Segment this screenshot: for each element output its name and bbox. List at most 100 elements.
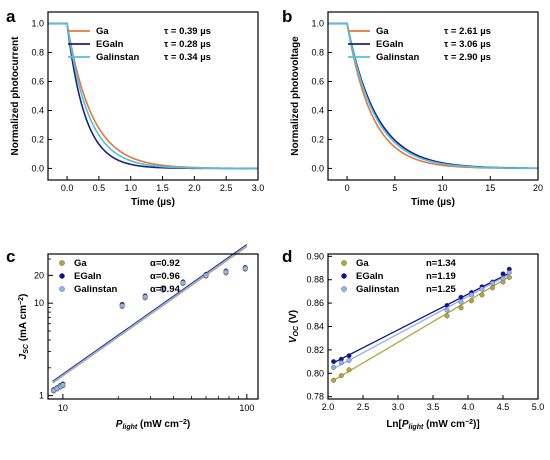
- y-tick-label: 1: [39, 391, 44, 401]
- x-axis-label: Time (µs): [131, 197, 175, 208]
- y-tick-label: 0.4: [31, 105, 44, 115]
- y-tick-label: 0.8: [31, 48, 44, 58]
- data-point-galinstan: [223, 269, 229, 275]
- y-tick-label: 0.8: [311, 48, 324, 58]
- x-tick-label: 4.5: [497, 402, 510, 412]
- y-axis-label: Normalized photocurrent: [10, 36, 21, 156]
- label-part: (mW cm: [423, 419, 465, 430]
- panel-d: d 2.0 2.5 3.0 3.5 4.0 4.5 5.0 0.78 0.80 0.82 0.84 0.…: [282, 247, 544, 431]
- legend-label: Ga: [74, 258, 87, 269]
- x-tick-label: 2.5: [220, 183, 233, 193]
- x-tick-label: 20: [533, 183, 543, 193]
- data-point-egain: [346, 353, 352, 359]
- data-point-galinstan: [458, 299, 464, 305]
- y-tick-label: 20: [34, 270, 44, 280]
- series-line-galinstan: [328, 22, 539, 170]
- y-tick-label: 1.0: [311, 19, 324, 29]
- legend-label: EGaIn: [356, 271, 384, 282]
- legend-label: Ga: [376, 26, 389, 37]
- legend-alpha: α=0.96: [150, 271, 180, 282]
- y-tick-label: 0.86: [306, 298, 324, 308]
- y-axis-label: VOC (V): [288, 310, 300, 343]
- data-point-ga: [458, 305, 464, 311]
- label-part: −2: [18, 297, 25, 305]
- legend-label: Galinstan: [376, 52, 419, 63]
- x-axis-label: Plight (mW cm−2): [116, 419, 190, 431]
- axes-frame: [327, 11, 539, 181]
- x-tick-label: 3.5: [427, 402, 440, 412]
- x-tick-label: 0: [345, 183, 350, 193]
- legend-marker: [59, 286, 65, 292]
- axes-frame: [327, 253, 539, 400]
- legend-label: Ga: [356, 258, 369, 269]
- legend-marker: [341, 286, 347, 292]
- data-point-galinstan: [160, 286, 166, 292]
- legend-tau: τ = 3.06 µs: [444, 39, 491, 50]
- series-line-ga: [328, 22, 539, 170]
- y-tick-label: 0.4: [311, 105, 324, 115]
- y-tick-label: 0.80: [306, 368, 324, 378]
- data-point-galinstan: [479, 286, 485, 292]
- label-part: (V): [288, 310, 299, 326]
- panel-label: d: [282, 247, 292, 266]
- axes-frame: [47, 11, 259, 181]
- x-axis-label: Time (µs): [411, 197, 455, 208]
- legend-tau: τ = 2.61 µs: [444, 26, 491, 37]
- data-point-galinstan: [506, 270, 512, 276]
- label-part: V: [288, 335, 299, 343]
- legend-tau: τ = 0.34 µs: [164, 52, 211, 63]
- panel-label: a: [6, 7, 16, 26]
- x-tick-label: 0.0: [61, 183, 74, 193]
- legend-label: Ga: [96, 26, 109, 37]
- legend-label: Galinstan: [356, 284, 399, 295]
- data-point-ga: [490, 285, 496, 291]
- y-axis-label: JSC (mA cm−2): [18, 294, 30, 360]
- data-point-galinstan: [500, 276, 506, 282]
- legend-label: Galinstan: [74, 284, 117, 295]
- y-tick-label: 0.78: [306, 392, 324, 402]
- legend-n: n=1.25: [426, 284, 457, 295]
- y-tick-label: 0.2: [311, 134, 324, 144]
- y-tick-label: 10: [34, 298, 44, 308]
- x-tick-label: 10: [438, 183, 448, 193]
- legend-label: EGaIn: [74, 271, 102, 282]
- legend-tau: τ = 0.28 µs: [164, 39, 211, 50]
- data-point-galinstan: [444, 307, 450, 313]
- panel-b: b 0 5 10 15 20 0.0 0.2 0.4 0.6 0.8 1.0 Ga τ = 2.61 µs…: [282, 7, 543, 208]
- y-tick-label: 0.84: [306, 322, 324, 332]
- series-line-egain: [48, 22, 258, 170]
- y-tick-label: 0.82: [306, 345, 324, 355]
- x-tick-label: 3.0: [392, 402, 405, 412]
- legend-n: n=1.34: [426, 258, 457, 269]
- x-tick-label: 2.0: [322, 402, 335, 412]
- fit-line-galinstan: [52, 245, 248, 383]
- data-point-ga: [338, 373, 344, 379]
- label-part: light: [122, 424, 137, 431]
- y-tick-label: 0.0: [311, 163, 324, 173]
- x-tick-label: 1.5: [156, 183, 169, 193]
- x-tick-label: 2.0: [188, 183, 201, 193]
- data-point-galinstan: [469, 292, 475, 298]
- y-tick-label: 0.6: [31, 77, 44, 87]
- data-point-galinstan: [119, 303, 125, 309]
- fit-line-egain: [52, 244, 248, 382]
- x-tick-label: 100: [239, 403, 254, 413]
- data-point-ga: [331, 377, 337, 383]
- data-point-galinstan: [346, 357, 352, 363]
- x-tick-label: 10: [58, 403, 68, 413]
- y-axis-label: Normalized photovoltage: [290, 36, 301, 156]
- legend-label: Galinstan: [96, 52, 139, 63]
- axes-frame: [47, 253, 259, 400]
- label-part: OC: [293, 325, 300, 336]
- x-tick-label: 3.0: [252, 183, 265, 193]
- legend-alpha: α=0.92: [150, 258, 180, 269]
- label-part: )]: [473, 419, 480, 430]
- panel-label: b: [282, 7, 292, 26]
- label-part: J: [18, 353, 29, 359]
- data-point-galinstan: [242, 265, 248, 271]
- legend-tau: τ = 2.90 µs: [444, 52, 491, 63]
- label-part: ): [187, 419, 190, 430]
- legend-marker: [341, 273, 347, 279]
- legend-marker: [59, 260, 65, 266]
